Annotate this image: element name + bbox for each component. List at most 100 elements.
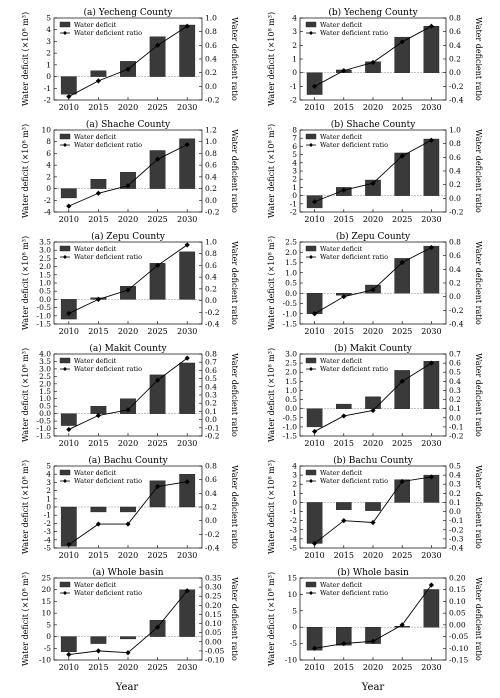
y-tick-label: 2.0 — [285, 368, 297, 377]
y-tick-label: 1.5 — [285, 377, 297, 386]
chart-title: (b) Makit County — [334, 343, 413, 354]
y2-tick-label: -0.2 — [449, 208, 464, 217]
y-tick-label: 1.5 — [285, 258, 297, 267]
ratio-point — [95, 296, 101, 302]
ratio-point — [341, 294, 347, 300]
y2-tick-label: 0.2 — [205, 399, 217, 408]
ratio-point — [312, 83, 318, 89]
y2-tick-label: 0.2 — [449, 489, 461, 498]
y-axis-label: Water deficit (×10⁸ m³) — [21, 12, 30, 106]
y2-tick-label: 0.8 — [449, 238, 461, 247]
y2-tick-label: 0.15 — [205, 610, 222, 619]
y-tick-label: 0 — [292, 68, 297, 77]
legend-label: Water deficit — [74, 21, 117, 29]
y-tick-label: 1 — [46, 494, 51, 503]
y2-axis-label: Water deficient ratio — [230, 353, 239, 437]
ratio-point — [66, 651, 72, 658]
deficit-bar — [365, 396, 381, 409]
ratio-point — [155, 262, 161, 269]
y-tick-label: -4 — [290, 534, 298, 543]
y2-tick-label: 0.8 — [449, 14, 461, 23]
y-tick-label: 2.0 — [39, 379, 51, 388]
x-tick-label: 2025 — [147, 327, 167, 336]
y2-tick-label: 0.0 — [449, 413, 461, 422]
chart-title: (b) Bachu County — [333, 455, 414, 466]
ratio-point — [341, 413, 347, 419]
y2-tick-label: 0.0 — [449, 507, 461, 516]
y-tick-label: -0.5 — [283, 299, 298, 308]
x-tick-label: 2010 — [304, 215, 324, 224]
y2-tick-label: -0.05 — [449, 632, 468, 641]
y-tick-label: -1.0 — [283, 422, 298, 431]
deficit-bar — [60, 299, 77, 320]
ratio-point — [125, 407, 131, 413]
x-tick-label: 2010 — [59, 663, 79, 672]
y-axis-label: Water deficit (×10⁸ m³) — [21, 460, 30, 554]
y2-tick-label: -0.3 — [449, 534, 464, 543]
deficit-bar — [306, 502, 323, 544]
ratio-point — [428, 137, 434, 143]
y2-tick-label: 0.6 — [449, 251, 461, 260]
y-tick-label: 2.5 — [285, 238, 297, 247]
legend-point-swatch — [63, 143, 67, 147]
y-tick-label: 8 — [292, 126, 297, 135]
legend-label: Water deficient ratio — [320, 141, 388, 149]
x-tick-label: 2030 — [177, 439, 197, 448]
y2-tick-label: 0.0 — [205, 415, 217, 424]
x-tick-label: 2020 — [118, 215, 138, 224]
chart-title: (a) Whole basin — [92, 567, 163, 578]
deficit-bar — [120, 398, 136, 414]
y2-tick-label: -0.4 — [205, 320, 220, 329]
y2-tick-label: -0.10 — [205, 656, 224, 665]
y-tick-label: 1 — [292, 489, 297, 498]
x-axis-label-right: Year — [361, 682, 385, 693]
deficit-bar — [90, 506, 107, 513]
deficit-bar — [120, 506, 136, 513]
y2-tick-label: 0.2 — [205, 284, 217, 293]
x-axis-label-left: Year — [115, 682, 139, 693]
y-tick-label: -1.5 — [283, 320, 298, 329]
y-tick-label: 1 — [46, 60, 51, 69]
legend-label: Water deficit — [320, 581, 363, 589]
y-tick-label: 10 — [287, 590, 297, 599]
y-tick-label: 25 — [41, 574, 51, 583]
x-tick-label: 2020 — [118, 551, 138, 560]
y2-tick-label: 0.0 — [449, 292, 461, 301]
y2-axis-label: Water deficient ratio — [474, 465, 483, 549]
y-tick-label: 0 — [292, 623, 297, 632]
y2-axis-label: Water deficient ratio — [230, 577, 239, 661]
y-tick-label: 0 — [46, 632, 51, 641]
y2-tick-label: 0.6 — [205, 41, 217, 50]
y-tick-label: 7 — [292, 134, 297, 143]
ratio-point — [428, 244, 434, 251]
x-tick-label: 2015 — [334, 663, 354, 672]
y-tick-label: 3.5 — [39, 238, 51, 247]
y2-tick-label: 0.6 — [205, 475, 217, 484]
deficit-bar — [60, 413, 77, 426]
ratio-point — [125, 183, 131, 189]
x-tick-label: 2015 — [88, 663, 108, 672]
y2-tick-label: 0.00 — [449, 620, 466, 629]
x-tick-label: 2010 — [59, 215, 79, 224]
ratio-point — [370, 519, 376, 526]
y2-tick-label: 0.1 — [449, 498, 461, 507]
x-tick-label: 2015 — [88, 215, 108, 224]
ratio-point — [312, 428, 318, 435]
y-tick-label: -1 — [44, 511, 51, 520]
y2-tick-label: 0.2 — [449, 180, 461, 189]
chart-title: (b) Yecheng County — [328, 7, 418, 18]
y-axis-label: Water deficit (×10⁸ m³) — [21, 348, 30, 442]
y2-tick-label: 0.8 — [449, 139, 461, 148]
y2-tick-label: 0.05 — [449, 609, 466, 618]
y-tick-label: -1 — [290, 507, 297, 516]
y2-tick-label: 0.10 — [449, 597, 466, 606]
ratio-point — [370, 180, 376, 186]
y2-axis-label: Water deficient ratio — [474, 577, 483, 661]
legend-label: Water deficit — [74, 581, 117, 589]
deficit-bar — [423, 245, 440, 294]
y2-tick-label: -0.2 — [205, 530, 220, 539]
y2-tick-label: 0.4 — [449, 41, 461, 50]
ratio-point — [155, 377, 161, 383]
legend-point-swatch — [309, 591, 313, 595]
ratio-point — [155, 42, 161, 48]
